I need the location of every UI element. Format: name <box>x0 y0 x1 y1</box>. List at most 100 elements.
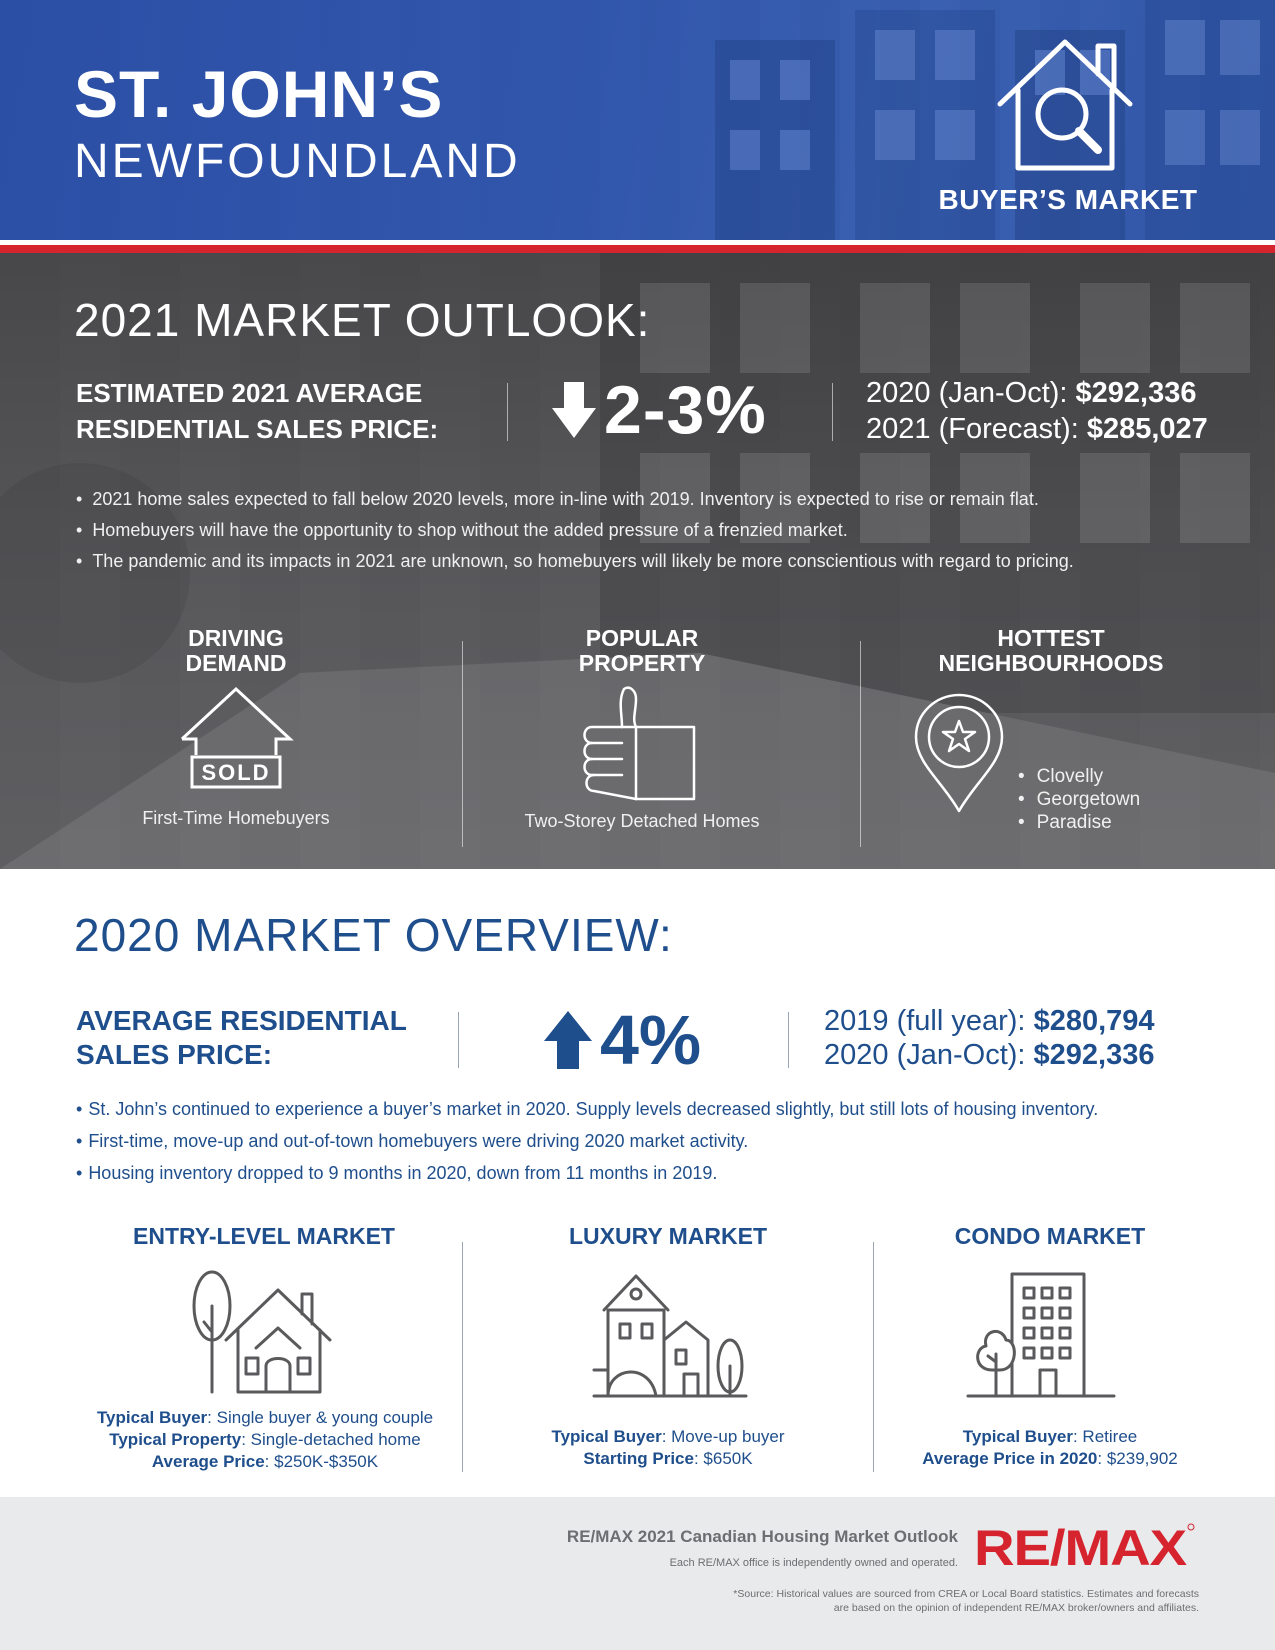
footer-source-line1: *Source: Historical values are sourced f… <box>733 1588 1199 1600</box>
condo-price-label: Average Price in 2020 <box>922 1449 1098 1468</box>
neighbourhood-item: Paradise <box>1018 811 1140 834</box>
footer-source-line2: are based on the opinion of independent … <box>833 1602 1199 1614</box>
overview-current-value: $292,336 <box>1033 1039 1155 1071</box>
condo-typical-buyer: Typical Buyer: Retiree <box>900 1426 1200 1448</box>
overview-price-label-line1: AVERAGE RESIDENTIAL <box>76 1005 407 1036</box>
outlook-section: 2021 MARKET OUTLOOK: ESTIMATED 2021 AVER… <box>0 253 1275 869</box>
condo-heading: CONDO MARKET <box>954 1223 1146 1249</box>
overview-bullet: St. John’s continued to experience a buy… <box>76 1099 1098 1120</box>
overview-change-pct: 4% <box>600 1001 702 1079</box>
house-magnifier-icon <box>997 39 1133 171</box>
entry-buyer-value: : Single buyer & young couple <box>207 1408 434 1427</box>
sold-sign-text: SOLD <box>201 760 270 785</box>
overview-price-values: 2019 (full year): $280,794 2020 (Jan-Oct… <box>824 1004 1155 1072</box>
driving-demand-heading-line2: DEMAND <box>185 650 287 676</box>
outlook-price-label-line2: RESIDENTIAL SALES PRICE: <box>76 414 439 444</box>
outlook-bullet: Homebuyers will have the opportunity to … <box>76 520 847 541</box>
outlook-prior-label: 2020 (Jan-Oct): <box>866 377 1068 409</box>
driving-demand-heading: DRIVING DEMAND <box>136 626 336 676</box>
market-type-label: BUYER’S MARKET <box>938 184 1198 215</box>
outlook-change-pct: 2-3% <box>604 372 767 448</box>
condo-buyer-value: : Retiree <box>1072 1427 1138 1446</box>
outlook-price-label: ESTIMATED 2021 AVERAGE RESIDENTIAL SALES… <box>76 375 438 447</box>
entry-price-label: Average Price <box>151 1452 265 1471</box>
overview-divider-left <box>458 1012 459 1068</box>
entry-average-price: Average Price: $250K-$350K <box>60 1451 470 1473</box>
footer-title: RE/MAX 2021 Canadian Housing Market Outl… <box>566 1527 958 1546</box>
overview-prior-value: $280,794 <box>1033 1005 1155 1037</box>
hottest-neighbourhoods-heading-line2: NEIGHBOURHOODS <box>938 650 1164 676</box>
outlook-title: 2021 MARKET OUTLOOK: <box>74 294 651 346</box>
condo-price-value: : $239,902 <box>1097 1449 1178 1468</box>
driving-demand-heading-line1: DRIVING <box>188 625 284 651</box>
house-tree-icon <box>192 1270 332 1394</box>
driving-demand-caption: First-Time Homebuyers <box>142 808 330 828</box>
condo-average-price: Average Price in 2020: $239,902 <box>900 1448 1200 1470</box>
outlook-forecast-price: 2021 (Forecast): $285,027 <box>866 411 1208 447</box>
footer: RE/MAX 2021 Canadian Housing Market Outl… <box>0 1497 1275 1650</box>
outlook-forecast-label: 2021 (Forecast): <box>866 413 1079 445</box>
remax-logo-icon: RE/MAX <box>974 1520 1195 1575</box>
overview-title: 2020 MARKET OVERVIEW: <box>74 909 673 961</box>
overview-prior-label: 2019 (full year): <box>824 1005 1026 1037</box>
luxury-price-label: Starting Price <box>583 1449 694 1468</box>
popular-property-heading-line2: PROPERTY <box>578 650 706 676</box>
outlook-prior-value: $292,336 <box>1075 377 1197 409</box>
outlook-price-label-line1: ESTIMATED 2021 AVERAGE <box>76 378 423 408</box>
popular-property-caption: Two-Storey Detached Homes <box>524 811 760 831</box>
overview-bullet: First-time, move-up and out-of-town home… <box>76 1131 748 1152</box>
divider-stripe-white <box>0 240 1275 245</box>
outlook-prior-price: 2020 (Jan-Oct): $292,336 <box>866 375 1208 411</box>
hottest-neighbourhoods-heading-line1: HOTTEST <box>997 625 1105 651</box>
entry-property-value: : Single-detached home <box>241 1430 421 1449</box>
luxury-buyer-value: : Move-up buyer <box>661 1427 785 1446</box>
neighbourhood-item: Clovelly <box>1018 765 1140 788</box>
remax-logo-text: RE/MAX <box>974 1520 1187 1575</box>
outlook-price-values: 2020 (Jan-Oct): $292,336 2021 (Forecast)… <box>866 375 1208 447</box>
entry-typical-buyer: Typical Buyer: Single buyer & young coup… <box>60 1407 470 1429</box>
overview-change: 4% <box>544 1000 701 1080</box>
divider-stripe-red <box>0 245 1275 253</box>
entry-price-value: : $250K-$350K <box>264 1452 379 1471</box>
townhouse-photo-background <box>0 253 1275 869</box>
outlook-bullet: The pandemic and its impacts in 2021 are… <box>76 551 1074 572</box>
luxury-typical-buyer: Typical Buyer: Move-up buyer <box>498 1426 838 1448</box>
outlook-bullet: 2021 home sales expected to fall below 2… <box>76 489 1039 510</box>
overview-current-price: 2020 (Jan-Oct): $292,336 <box>824 1038 1155 1072</box>
luxury-details: Typical Buyer: Move-up buyer Starting Pr… <box>498 1426 838 1470</box>
condo-building-icon <box>966 1272 1116 1398</box>
popular-property-heading: POPULAR PROPERTY <box>532 626 752 676</box>
building-photo-background <box>715 0 1275 240</box>
overview-divider-right <box>788 1012 789 1068</box>
entry-level-details: Typical Buyer: Single buyer & young coup… <box>60 1407 470 1473</box>
entry-property-label: Typical Property <box>109 1430 242 1449</box>
arrow-down-icon <box>552 382 596 438</box>
outlook-change: 2-3% <box>552 371 767 449</box>
luxury-home-icon <box>592 1274 748 1398</box>
overview-bullet: Housing inventory dropped to 9 months in… <box>76 1163 717 1184</box>
house-sold-icon: SOLD <box>180 686 294 789</box>
outlook-forecast-value: $285,027 <box>1086 413 1208 445</box>
entry-level-heading: ENTRY-LEVEL MARKET <box>133 1223 395 1249</box>
footer-source-note: *Source: Historical values are sourced f… <box>559 1587 1199 1615</box>
map-pin-star-icon <box>914 693 1004 813</box>
overview-prior-price: 2019 (full year): $280,794 <box>824 1004 1155 1038</box>
condo-details: Typical Buyer: Retiree Average Price in … <box>900 1426 1200 1470</box>
market-column-divider <box>873 1242 874 1472</box>
entry-buyer-label: Typical Buyer <box>96 1408 208 1427</box>
neighbourhood-list: Clovelly Georgetown Paradise <box>1018 765 1141 834</box>
luxury-heading: LUXURY MARKET <box>568 1223 768 1249</box>
neighbourhood-item: Georgetown <box>1018 788 1141 811</box>
market-column-divider <box>462 1242 463 1472</box>
outlook-divider-right <box>832 383 833 441</box>
hottest-neighbourhoods-heading: HOTTEST NEIGHBOURHOODS <box>906 626 1196 676</box>
condo-buyer-label: Typical Buyer <box>962 1427 1073 1446</box>
outlook-divider-left <box>507 383 508 441</box>
arrow-up-icon <box>544 1011 592 1069</box>
luxury-buyer-label: Typical Buyer <box>551 1427 662 1446</box>
outlook-column-divider <box>860 641 861 847</box>
overview-current-label: 2020 (Jan-Oct): <box>824 1039 1026 1071</box>
luxury-starting-price: Starting Price: $650K <box>498 1448 838 1470</box>
entry-typical-property: Typical Property: Single-detached home <box>60 1429 470 1451</box>
footer-independent-note: Each RE/MAX office is independently owne… <box>669 1557 958 1569</box>
